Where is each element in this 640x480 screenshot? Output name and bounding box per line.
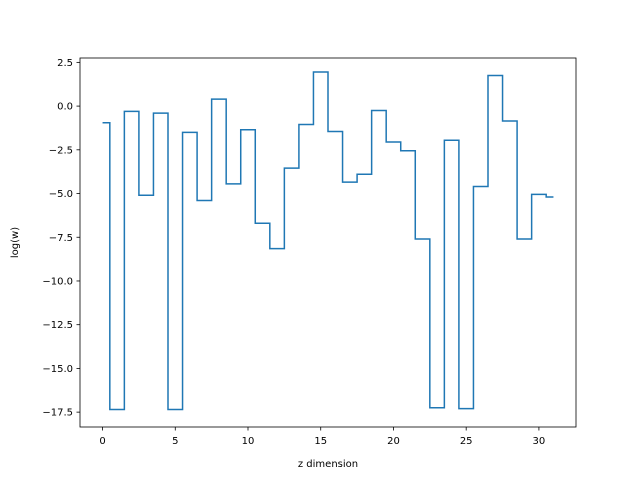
x-tick-label: 20 (387, 436, 400, 447)
x-tick-label: 15 (314, 436, 327, 447)
y-tick-label: −12.5 (42, 320, 73, 331)
y-axis-label: log(w) (10, 227, 21, 258)
y-tick-label: 2.5 (57, 58, 73, 69)
x-tick-label: 30 (533, 436, 546, 447)
series-line-0 (102, 71, 554, 411)
y-axis-ticks: 2.5 0.0 −2.5 −5.0 −7.5 −10.0 −12.5 −15.0 −17.5 (42, 58, 80, 419)
y-tick-label: −5.0 (49, 189, 73, 200)
axes-frame (79, 57, 577, 428)
x-tick-label: 0 (99, 436, 105, 447)
x-axis-ticks: 0 5 10 15 20 25 30 (99, 427, 545, 447)
y-tick-label: −2.5 (49, 145, 73, 156)
y-tick-label: −7.5 (49, 233, 73, 244)
x-tick-label: 25 (460, 436, 473, 447)
x-axis-label: z dimension (298, 459, 358, 470)
x-tick-label: 5 (172, 436, 178, 447)
y-tick-label: −17.5 (42, 408, 73, 419)
x-tick-label: 10 (242, 436, 255, 447)
plot-area (102, 71, 554, 411)
y-tick-label: −10.0 (42, 276, 73, 287)
y-tick-label: 0.0 (57, 102, 73, 113)
y-tick-label: −15.0 (42, 364, 73, 375)
